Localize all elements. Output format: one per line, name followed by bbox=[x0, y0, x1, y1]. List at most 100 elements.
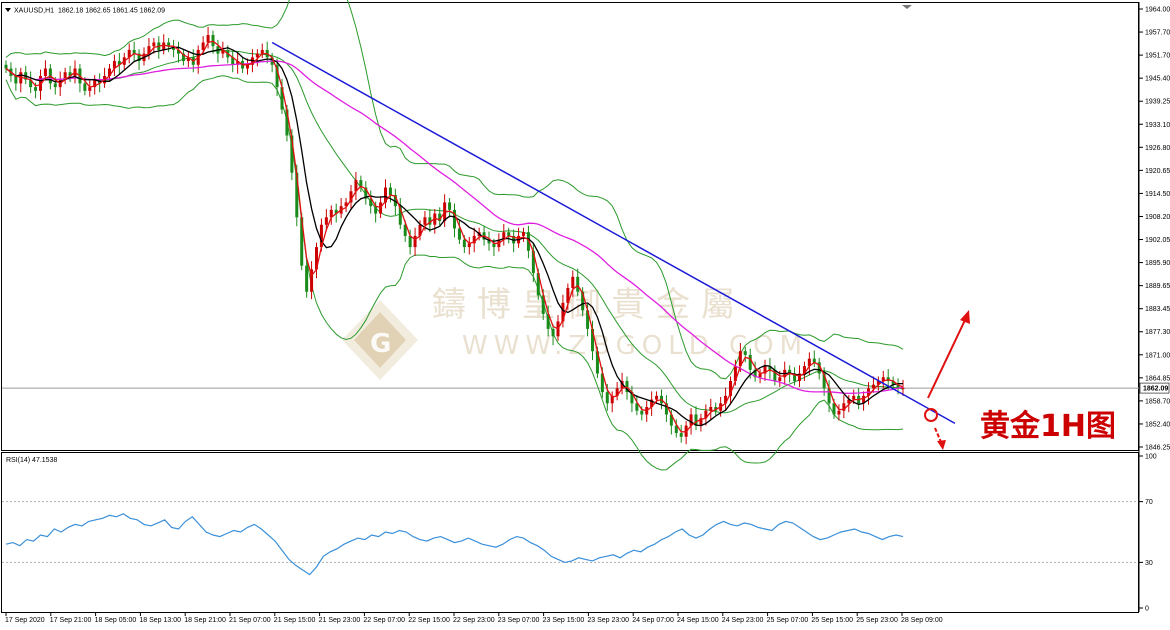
candle-body bbox=[640, 410, 644, 415]
candle-body bbox=[798, 373, 801, 381]
time-tick-label: 22 Sep 23:00 bbox=[453, 617, 495, 624]
candle-body bbox=[758, 373, 762, 378]
candle-body bbox=[655, 395, 659, 400]
candle-body bbox=[581, 291, 585, 311]
candle-body bbox=[162, 42, 166, 50]
candle-body bbox=[753, 369, 757, 378]
candle-body bbox=[398, 206, 402, 225]
candle-body bbox=[802, 366, 806, 374]
price-tick-label: 1920.65 bbox=[1145, 168, 1170, 175]
down-arrow-line bbox=[934, 427, 942, 443]
candle-body bbox=[487, 239, 491, 244]
collapse-arrow-icon[interactable] bbox=[902, 5, 912, 9]
candle-body bbox=[847, 399, 851, 404]
candle-body bbox=[502, 232, 506, 240]
candle-body bbox=[255, 53, 259, 58]
time-tick-label: 25 Sep 07:00 bbox=[767, 617, 809, 624]
candle-body bbox=[177, 49, 180, 54]
candle-body bbox=[127, 49, 131, 58]
candle-body bbox=[773, 369, 777, 381]
candle-body bbox=[374, 206, 378, 214]
candle-body bbox=[650, 399, 654, 408]
candle-body bbox=[462, 239, 466, 248]
candle-body bbox=[221, 49, 225, 54]
candle-body bbox=[260, 49, 264, 54]
price-tick-label: 1846.25 bbox=[1145, 445, 1170, 452]
candle-body bbox=[812, 358, 816, 363]
trendline bbox=[271, 41, 956, 425]
svg-text:G: G bbox=[370, 329, 391, 359]
time-tick-label: 22 Sep 15:00 bbox=[408, 617, 450, 624]
candle-body bbox=[536, 273, 540, 296]
ma-fast-line bbox=[5, 40, 904, 433]
candle-body bbox=[551, 328, 555, 337]
candle-body bbox=[206, 35, 210, 43]
candle-body bbox=[724, 395, 728, 404]
candle-body bbox=[349, 191, 353, 203]
candle-body bbox=[181, 53, 185, 62]
candle-body bbox=[39, 75, 42, 91]
price-tick-label: 1883.45 bbox=[1145, 306, 1170, 313]
candle-body bbox=[709, 407, 713, 411]
candle-body bbox=[615, 388, 619, 396]
candle-body bbox=[280, 87, 284, 110]
candle-body bbox=[403, 224, 407, 236]
price-tick-label: 1895.90 bbox=[1145, 260, 1170, 267]
candle-body bbox=[837, 410, 841, 415]
candle-body bbox=[231, 57, 235, 65]
price-tick-label: 1933.10 bbox=[1145, 122, 1170, 129]
bollinger-lower bbox=[5, 75, 904, 471]
candle-body bbox=[300, 217, 304, 266]
time-tick-label: 28 Sep 09:00 bbox=[901, 617, 943, 624]
candle-body bbox=[891, 380, 895, 385]
candle-body bbox=[112, 61, 116, 69]
candle-body bbox=[807, 358, 811, 367]
candle-body bbox=[664, 403, 668, 415]
time-tick-label: 18 Sep 13:00 bbox=[139, 617, 181, 624]
candle-body bbox=[526, 232, 530, 251]
time-tick-label: 24 Sep 23:00 bbox=[722, 617, 764, 624]
price-tick-label: 1877.30 bbox=[1145, 329, 1170, 336]
price-tick-label: 1908.20 bbox=[1145, 214, 1170, 221]
down-arrow-head-icon bbox=[937, 440, 946, 450]
candle-body bbox=[428, 217, 432, 225]
candle-body bbox=[4, 64, 8, 69]
price-plot bbox=[2, 0, 1139, 471]
candle-body bbox=[896, 384, 900, 389]
candle-body bbox=[305, 265, 309, 292]
time-tick-label: 23 Sep 23:00 bbox=[587, 617, 629, 624]
candle-body bbox=[108, 68, 111, 76]
candle-body bbox=[408, 235, 412, 248]
dropdown-icon[interactable] bbox=[5, 8, 11, 12]
current-price-tag bbox=[1139, 382, 1170, 394]
candle-body bbox=[871, 384, 875, 389]
price-tick-label: 1864.85 bbox=[1145, 375, 1170, 382]
time-tick-label: 21 Sep 15:00 bbox=[274, 617, 316, 624]
candle-body bbox=[901, 388, 905, 390]
candle-body bbox=[522, 232, 525, 236]
price-tick-label: 1852.40 bbox=[1145, 421, 1170, 428]
chart-ohlc: 1862.18 1862.65 1861.45 1862.09 bbox=[58, 8, 165, 15]
candle-body bbox=[876, 380, 880, 385]
candle-body bbox=[669, 414, 673, 426]
price-tick-label: 1858.70 bbox=[1145, 398, 1170, 405]
candle-body bbox=[852, 395, 856, 400]
time-tick-label: 23 Sep 07:00 bbox=[498, 617, 540, 624]
candle-body bbox=[595, 351, 599, 374]
bollinger-upper bbox=[5, 0, 904, 380]
watermark-en: WWW.ZBGOLD.COM bbox=[462, 331, 808, 361]
time-tick-label: 23 Sep 15:00 bbox=[543, 617, 585, 624]
up-arrow-line bbox=[927, 317, 967, 399]
time-tick-label: 17 Sep 21:00 bbox=[50, 617, 92, 624]
up-arrow-head-icon bbox=[960, 310, 970, 324]
price-tick-label: 1889.65 bbox=[1145, 283, 1170, 290]
candle-body bbox=[290, 135, 294, 173]
candle-body bbox=[329, 209, 333, 218]
candle-body bbox=[674, 425, 678, 434]
candle-body bbox=[630, 392, 634, 404]
candle-body bbox=[467, 243, 471, 248]
candle-body bbox=[576, 276, 580, 292]
candle-body bbox=[310, 269, 314, 292]
price-tick-label: 1902.05 bbox=[1145, 237, 1170, 244]
